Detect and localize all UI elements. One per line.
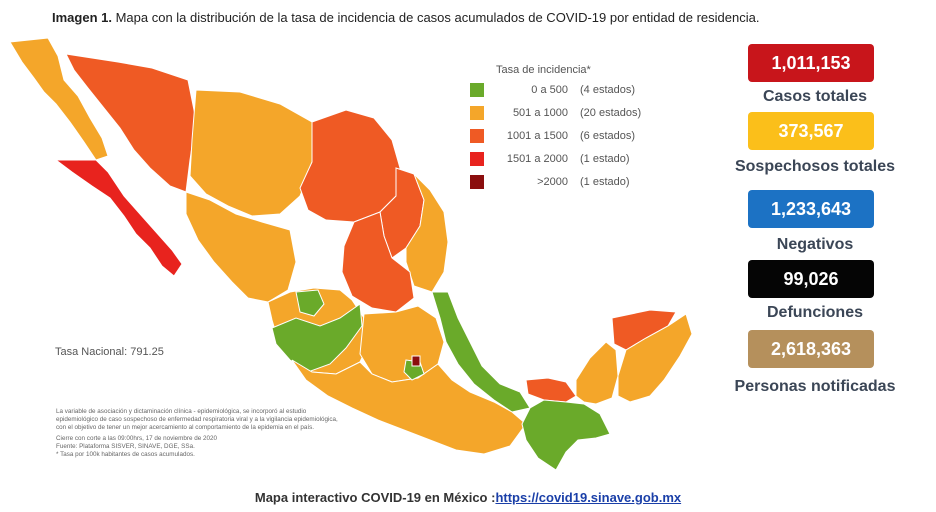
state-aguascalientes[interactable] <box>295 289 325 317</box>
state-campeche[interactable] <box>575 341 619 405</box>
legend-count: (1 estado) <box>580 152 630 165</box>
map-legend: Tasa de incidencia* 0 a 500 (4 estados) … <box>470 64 641 193</box>
state-guerrero-oaxaca[interactable] <box>291 359 527 455</box>
legend-swatch <box>470 105 484 120</box>
legend-swatch <box>470 128 484 143</box>
state-cdmx[interactable] <box>411 355 421 367</box>
state-tabasco[interactable] <box>525 377 577 403</box>
suspected-label: Sospechosos totales <box>734 158 896 175</box>
note-line: Fuente: Plataforma SISVER, SINAVE, DGE, … <box>56 443 195 450</box>
negatives-box: 1,233,643 <box>748 190 874 228</box>
footer: Mapa interactivo COVID-19 en México :htt… <box>0 490 936 505</box>
state-durango-sinaloa[interactable] <box>185 191 297 303</box>
legend-item: >2000 (1 estado) <box>470 170 641 193</box>
legend-range: 0 a 500 <box>531 83 568 96</box>
legend-item: 0 a 500 (4 estados) <box>470 78 641 101</box>
state-chiapas[interactable] <box>521 399 611 471</box>
note-line: * Tasa por 100k habitantes de casos acum… <box>56 451 195 458</box>
total-cases-value: 1,011,153 <box>771 52 851 73</box>
interactive-map-link[interactable]: https://covid19.sinave.gob.mx <box>495 490 682 505</box>
state-sonora[interactable] <box>65 53 197 193</box>
legend-item: 1501 a 2000 (1 estado) <box>470 147 641 170</box>
figure-title-text: Mapa con la distribución de la tasa de i… <box>115 10 760 25</box>
footnotes: La variable de asociación y dictaminació… <box>56 408 386 459</box>
total-cases-label: Casos totales <box>762 88 868 105</box>
note-line: La variable de asociación y dictaminació… <box>56 408 307 415</box>
state-baja-california[interactable] <box>9 37 109 161</box>
legend-count: (4 estados) <box>580 83 636 96</box>
total-cases-box: 1,011,153 <box>748 44 874 82</box>
legend-swatch <box>470 82 484 97</box>
legend-count: (20 estados) <box>580 106 642 119</box>
negatives-value: 1,233,643 <box>770 198 852 219</box>
legend-range: 501 a 1000 <box>512 106 568 119</box>
state-coahuila[interactable] <box>299 109 401 223</box>
state-tamaulipas[interactable] <box>405 173 449 293</box>
legend-swatch <box>470 151 484 166</box>
state-baja-california-sur[interactable] <box>54 159 183 277</box>
legend-swatch <box>470 174 484 189</box>
figure-title-prefix: Imagen 1. <box>52 10 112 25</box>
footer-text: Mapa interactivo COVID-19 en México : <box>254 490 496 505</box>
state-zacatecas[interactable] <box>341 211 415 313</box>
notified-box: 2,618,363 <box>748 330 874 368</box>
suspected-box: 373,567 <box>748 112 874 150</box>
state-chihuahua[interactable] <box>189 89 323 217</box>
deaths-value: 99,026 <box>783 268 839 289</box>
legend-count: (6 estados) <box>580 129 636 142</box>
state-colima-green[interactable] <box>271 303 363 373</box>
legend-item: 1001 a 1500 (6 estados) <box>470 124 641 147</box>
suspected-value: 373,567 <box>778 120 844 141</box>
legend-item: 501 a 1000 (20 estados) <box>470 101 641 124</box>
legend-range: >2000 <box>537 175 568 188</box>
note-line: con el objetivo de tener un mejor acerca… <box>56 424 314 431</box>
national-rate: Tasa Nacional: 791.25 <box>55 346 164 358</box>
legend-title: Tasa de incidencia* <box>496 64 591 76</box>
notified-label: Personas notificadas <box>734 378 896 395</box>
deaths-box: 99,026 <box>748 260 874 298</box>
figure-title: Imagen 1. Mapa con la distribución de la… <box>52 10 759 25</box>
note-line: epidemiológico de caso sospechoso de enf… <box>56 416 338 423</box>
legend-count: (1 estado) <box>580 175 630 188</box>
deaths-label: Defunciones <box>766 304 863 321</box>
mexico-incidence-map <box>9 37 693 471</box>
legend-range: 1001 a 1500 <box>506 129 568 142</box>
negatives-label: Negativos <box>776 236 854 253</box>
state-quintana-roo[interactable] <box>617 313 693 403</box>
note-line: Cierre con corte a las 09:00hrs, 17 de n… <box>56 435 218 442</box>
notified-value: 2,618,363 <box>770 338 852 359</box>
legend-range: 1501 a 2000 <box>506 152 568 165</box>
